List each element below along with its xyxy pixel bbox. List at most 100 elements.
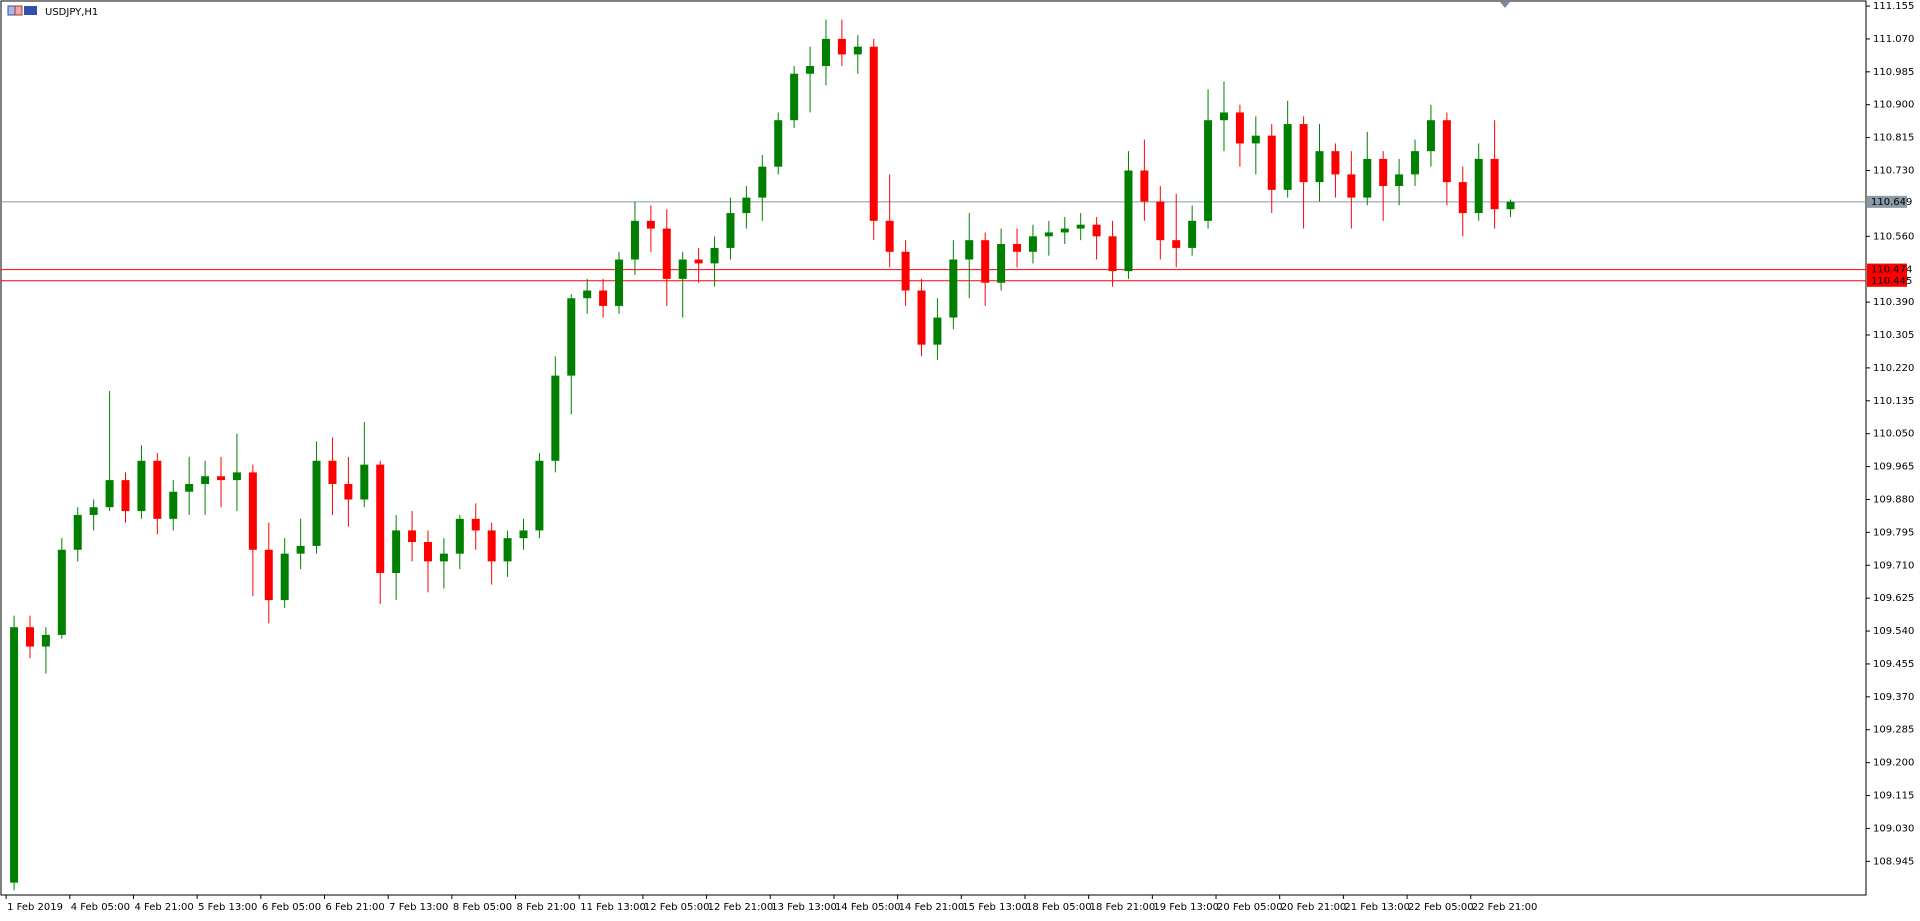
y-tick-label: 109.625	[1873, 593, 1914, 604]
level-label-box	[1867, 274, 1907, 287]
candle-body	[1347, 174, 1356, 198]
x-tick-label: 5 Feb 13:00	[198, 902, 257, 913]
chart-title: USDJPY,H1	[45, 7, 98, 18]
candle-body	[232, 472, 241, 481]
candle-body	[646, 220, 655, 229]
candle-body	[965, 240, 974, 260]
x-tick-label: 4 Feb 05:00	[71, 902, 130, 913]
candle-body	[630, 220, 639, 260]
x-tick-label: 6 Feb 05:00	[262, 902, 321, 913]
candle-body	[519, 530, 528, 539]
candle-body	[1442, 120, 1451, 183]
y-tick-label: 109.880	[1873, 494, 1914, 505]
y-tick-label: 110.135	[1873, 396, 1914, 407]
candle-body	[1315, 151, 1324, 183]
candle-body	[41, 634, 50, 647]
y-tick-label: 109.285	[1873, 725, 1914, 736]
candle-body	[567, 298, 576, 376]
candle-body	[726, 213, 735, 248]
x-tick-label: 12 Feb 21:00	[708, 902, 774, 913]
y-tick-label: 110.560	[1873, 231, 1914, 242]
y-tick-label: 110.390	[1873, 297, 1914, 308]
candle-body	[1474, 158, 1483, 214]
y-tick-label: 109.710	[1873, 560, 1914, 571]
candle-body	[885, 220, 894, 252]
candle-body	[583, 290, 592, 299]
candle-body	[1331, 151, 1340, 175]
candle-body	[1060, 228, 1069, 233]
candle-body	[949, 259, 958, 318]
candle-body	[837, 38, 846, 55]
x-tick-label: 19 Feb 13:00	[1153, 902, 1219, 913]
y-tick-label: 110.985	[1873, 67, 1914, 78]
candle-body	[1395, 174, 1404, 186]
x-tick-label: 1 Feb 2019	[7, 902, 63, 913]
candle-body	[439, 553, 448, 562]
candle-body	[1108, 236, 1117, 272]
candle-body	[57, 549, 66, 635]
candle-body	[471, 518, 480, 531]
candle-body	[1490, 158, 1499, 210]
candle-body	[264, 549, 273, 601]
candle-body	[455, 518, 464, 554]
candle-body	[1363, 158, 1372, 198]
icon	[24, 6, 37, 15]
y-tick-label: 109.965	[1873, 462, 1914, 473]
candle-body	[1426, 120, 1435, 152]
candle-body	[774, 120, 783, 167]
y-tick-label: 109.200	[1873, 758, 1914, 769]
level-label: 110.474	[1871, 265, 1912, 276]
candle-body	[710, 247, 719, 264]
candle-body	[201, 476, 210, 484]
candle-body	[678, 259, 687, 279]
candle-body	[1506, 201, 1515, 210]
y-tick-label: 109.030	[1873, 823, 1914, 834]
candle-body	[312, 460, 321, 546]
candle-body	[694, 259, 703, 264]
candle-body	[1124, 170, 1133, 272]
candle-body	[806, 66, 815, 74]
candle-body	[360, 464, 369, 500]
x-tick-label: 15 Feb 13:00	[962, 902, 1028, 913]
candle-body	[1267, 135, 1276, 190]
x-tick-label: 22 Feb 21:00	[1472, 902, 1538, 913]
candle-body	[1092, 224, 1101, 237]
y-tick-label: 111.070	[1873, 34, 1914, 45]
x-tick-label: 22 Feb 05:00	[1408, 902, 1474, 913]
candle-body	[217, 476, 226, 481]
x-tick-label: 20 Feb 05:00	[1217, 902, 1283, 913]
candle-body	[137, 460, 146, 512]
candle-body	[248, 472, 257, 550]
candle-body	[392, 530, 401, 574]
candle-body	[901, 251, 910, 291]
y-tick-label: 110.730	[1873, 166, 1914, 177]
candle-body	[662, 228, 671, 279]
y-tick-label: 110.900	[1873, 100, 1914, 111]
x-tick-label: 11 Feb 13:00	[580, 902, 646, 913]
candle-body	[280, 553, 289, 601]
candle-body	[933, 317, 942, 345]
y-tick-label: 109.795	[1873, 527, 1914, 538]
candle-body	[1235, 112, 1244, 144]
x-tick-label: 7 Feb 13:00	[389, 902, 448, 913]
x-tick-label: 18 Feb 21:00	[1090, 902, 1156, 913]
x-tick-label: 8 Feb 21:00	[517, 902, 576, 913]
candle-body	[853, 46, 862, 55]
level-label: 110.445	[1871, 276, 1912, 287]
candle-body	[599, 290, 608, 306]
candle-body	[105, 480, 114, 508]
candle-body	[1379, 158, 1388, 186]
candle-body	[1156, 201, 1165, 241]
x-tick-label: 6 Feb 21:00	[326, 902, 385, 913]
x-tick-label: 12 Feb 05:00	[644, 902, 710, 913]
candle-body	[1411, 151, 1420, 175]
candle-body	[376, 464, 385, 574]
level-label-box	[1867, 195, 1907, 208]
x-tick-label: 14 Feb 05:00	[835, 902, 901, 913]
x-tick-label: 4 Feb 21:00	[134, 902, 193, 913]
level-label-box	[1867, 263, 1907, 276]
candle-body	[1172, 240, 1181, 248]
x-tick-label: 20 Feb 21:00	[1281, 902, 1347, 913]
candle-body	[10, 627, 19, 883]
